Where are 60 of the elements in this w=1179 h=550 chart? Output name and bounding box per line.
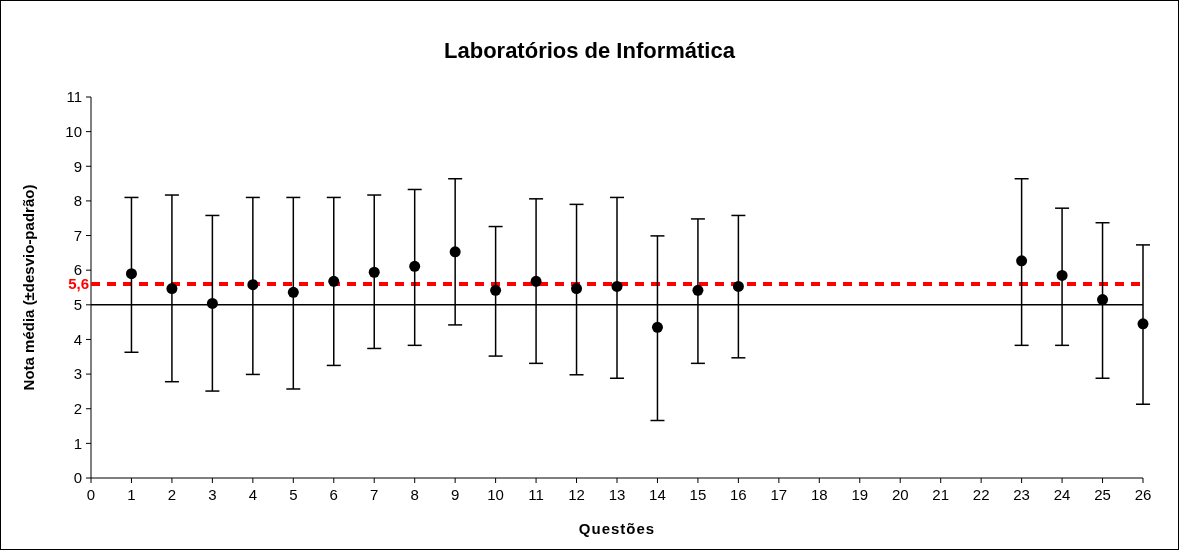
point — [328, 275, 340, 287]
point — [1016, 255, 1028, 267]
x-tick-label: 17 — [770, 486, 788, 503]
y-tick-label: 0 — [73, 469, 82, 487]
point — [287, 286, 299, 298]
x-tick-label: 25 — [1094, 486, 1111, 503]
x-tick-label: 12 — [568, 486, 585, 503]
x-tick-label: 6 — [329, 486, 338, 503]
x-tick-label: 22 — [972, 486, 990, 503]
x-tick-label: 1 — [127, 486, 136, 503]
point — [449, 246, 461, 258]
x-tick-label: 16 — [730, 486, 747, 503]
x-tick-label: 23 — [1013, 486, 1030, 503]
chart-title: Laboratórios de Informática — [444, 38, 736, 63]
x-tick-label: 10 — [487, 486, 504, 503]
x-tick-label: 15 — [689, 486, 707, 503]
x-tick-label: 21 — [932, 486, 950, 503]
y-tick-label: 7 — [73, 226, 82, 244]
point — [651, 321, 663, 333]
x-tick-label: 26 — [1134, 486, 1152, 503]
x-tick-label: 5 — [289, 486, 298, 503]
x-tick-label: 20 — [891, 486, 909, 503]
y-tick-label: 4 — [73, 330, 82, 348]
point — [125, 268, 137, 280]
point — [732, 280, 744, 292]
point — [1056, 269, 1068, 281]
x-tick-label: 24 — [1053, 486, 1071, 503]
y-tick-label: 2 — [73, 399, 82, 417]
point — [368, 266, 380, 278]
x-tick-label: 7 — [370, 486, 379, 503]
x-tick-label: 2 — [167, 486, 177, 503]
x-tick-label: 0 — [86, 486, 96, 503]
x-tick-label: 3 — [208, 486, 217, 503]
x-tick-label: 14 — [649, 486, 666, 503]
x-tick-label: 18 — [810, 486, 828, 503]
y-tick-label: 10 — [65, 122, 82, 140]
y-tick-label: 1 — [73, 434, 82, 452]
x-tick-label: 8 — [410, 486, 419, 503]
point — [692, 284, 704, 296]
point — [490, 284, 502, 296]
point — [206, 297, 218, 309]
x-axis-title: Questões — [578, 520, 656, 537]
y-tick-label: 11 — [66, 88, 82, 106]
x-tick-label: 4 — [248, 486, 258, 503]
y-axis-title: Nota média (±desvio-padrão) — [20, 184, 37, 391]
y-tick-label: 5 — [73, 296, 82, 314]
x-tick-label: 13 — [608, 486, 626, 503]
point — [530, 275, 542, 287]
point — [571, 283, 583, 295]
y-tick-label: 3 — [73, 365, 82, 383]
x-tick-label: 9 — [450, 486, 460, 503]
y-tick-label: 9 — [73, 157, 82, 175]
point — [1137, 318, 1149, 330]
point — [611, 280, 623, 292]
x-tick-label: 11 — [528, 486, 544, 503]
y-tick-label: 8 — [73, 192, 82, 210]
point — [166, 283, 178, 295]
point — [247, 279, 259, 291]
x-tick-label: 19 — [851, 486, 869, 503]
point — [409, 260, 421, 272]
